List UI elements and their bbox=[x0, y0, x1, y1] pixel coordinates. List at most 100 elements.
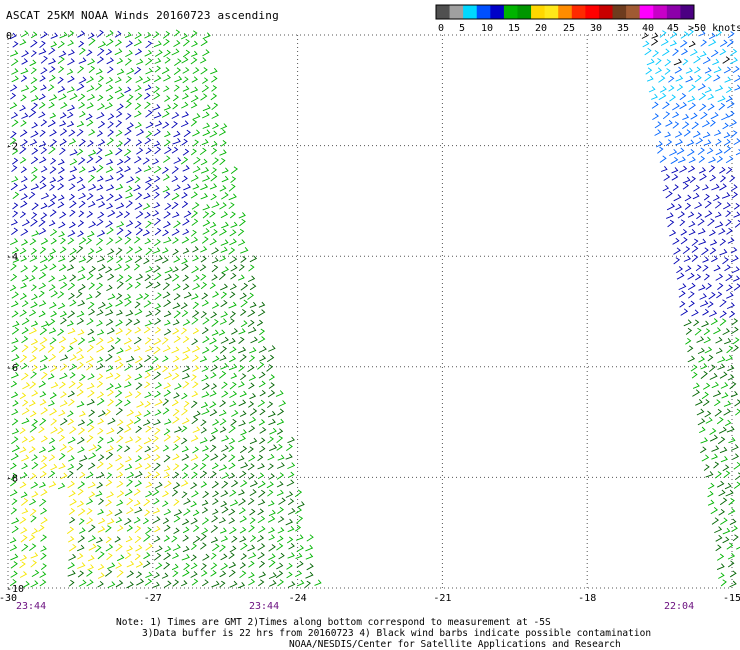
wind-barb bbox=[115, 580, 124, 588]
wind-barb bbox=[729, 518, 737, 526]
wind-barb bbox=[38, 344, 46, 352]
wind-barb bbox=[698, 284, 706, 291]
wind-barb bbox=[59, 112, 67, 119]
wind-barb bbox=[124, 299, 132, 307]
wind-barb bbox=[57, 183, 65, 191]
wind-barb bbox=[709, 229, 716, 237]
wind-barb bbox=[247, 544, 256, 552]
wind-barb bbox=[736, 546, 740, 550]
wind-barb bbox=[134, 535, 142, 544]
wind-barb bbox=[278, 552, 285, 560]
wind-barb bbox=[688, 102, 696, 110]
wind-barb bbox=[228, 425, 236, 434]
wind-barb bbox=[134, 506, 143, 514]
wind-barb bbox=[106, 553, 113, 561]
wind-barb bbox=[732, 534, 739, 542]
wind-barb bbox=[135, 76, 144, 83]
wind-barb bbox=[172, 355, 180, 363]
wind-barb bbox=[152, 356, 159, 363]
wind-barb bbox=[707, 354, 714, 362]
wind-barb bbox=[123, 211, 131, 219]
wind-barb bbox=[19, 446, 27, 453]
wind-barb bbox=[154, 292, 162, 301]
wind-barb bbox=[19, 571, 28, 578]
wind-barb bbox=[106, 38, 114, 47]
wind-barb bbox=[191, 210, 198, 218]
wind-barb bbox=[694, 66, 701, 74]
wind-barb bbox=[126, 525, 133, 532]
wind-barb bbox=[134, 236, 141, 244]
wind-barb bbox=[269, 579, 277, 587]
wind-barb bbox=[69, 149, 78, 156]
wind-barb bbox=[49, 408, 58, 416]
wind-barb bbox=[174, 426, 182, 433]
wind-barb bbox=[191, 578, 199, 586]
wind-barb bbox=[305, 544, 314, 552]
wind-barb bbox=[20, 193, 28, 201]
scale-swatch bbox=[476, 5, 491, 19]
wind-barb bbox=[59, 120, 67, 127]
wind-barb bbox=[19, 516, 27, 524]
wind-barb bbox=[720, 579, 727, 587]
wind-barb bbox=[229, 526, 237, 535]
wind-barb bbox=[191, 490, 199, 498]
wind-barb bbox=[182, 472, 189, 479]
wind-barb bbox=[258, 525, 266, 533]
wind-barb bbox=[21, 112, 29, 119]
wind-barb bbox=[211, 167, 217, 175]
wind-barb bbox=[86, 363, 93, 371]
wind-barb bbox=[249, 489, 257, 496]
wind-barb bbox=[145, 121, 154, 129]
wind-barb bbox=[646, 58, 655, 66]
wind-barb bbox=[31, 230, 40, 237]
wind-barb bbox=[124, 128, 132, 136]
wind-barb bbox=[115, 454, 123, 462]
wind-barb bbox=[40, 489, 48, 496]
wind-barb bbox=[209, 221, 217, 229]
wind-barb bbox=[182, 218, 190, 226]
wind-barb bbox=[295, 507, 302, 514]
wind-barb bbox=[11, 300, 19, 308]
wind-barb bbox=[134, 326, 142, 334]
wind-barb bbox=[286, 536, 294, 544]
wind-barb bbox=[31, 147, 39, 155]
wind-barb bbox=[174, 58, 182, 66]
wind-barb bbox=[142, 157, 150, 165]
wind-barb bbox=[182, 274, 189, 282]
wind-barb bbox=[174, 383, 182, 390]
wind-barb bbox=[20, 200, 28, 208]
wind-barb bbox=[114, 508, 123, 517]
wind-barb bbox=[716, 563, 725, 571]
wind-barb bbox=[31, 166, 38, 174]
wind-barb bbox=[9, 137, 17, 145]
wind-barb bbox=[685, 338, 692, 345]
wind-barb bbox=[694, 327, 702, 336]
wind-barb bbox=[78, 166, 86, 173]
wind-barb bbox=[49, 166, 57, 174]
wind-barb bbox=[69, 193, 75, 201]
scale-label: >50 knots bbox=[688, 23, 740, 34]
wind-barb bbox=[202, 382, 210, 391]
wind-barb bbox=[87, 328, 95, 336]
wind-barb bbox=[268, 382, 275, 389]
wind-barb bbox=[201, 507, 209, 514]
wind-barb bbox=[162, 345, 171, 353]
wind-barb bbox=[287, 498, 295, 506]
wind-barb bbox=[698, 238, 707, 246]
wind-barb bbox=[143, 300, 152, 308]
wind-barb bbox=[163, 580, 172, 588]
wind-barb bbox=[59, 372, 68, 380]
wind-barb bbox=[687, 345, 694, 353]
wind-barb bbox=[720, 175, 727, 183]
wind-barb bbox=[134, 480, 142, 488]
wind-barb bbox=[181, 491, 188, 499]
footnote-line-3: NOAA/NESDIS/Center for Satellite Applica… bbox=[289, 639, 621, 650]
wind-barb bbox=[153, 40, 162, 48]
wind-barb bbox=[719, 371, 728, 379]
wind-barb bbox=[96, 29, 104, 38]
wind-barb bbox=[210, 311, 218, 319]
wind-barb bbox=[173, 130, 181, 138]
wind-barb bbox=[164, 95, 171, 102]
wind-barb bbox=[171, 111, 180, 119]
